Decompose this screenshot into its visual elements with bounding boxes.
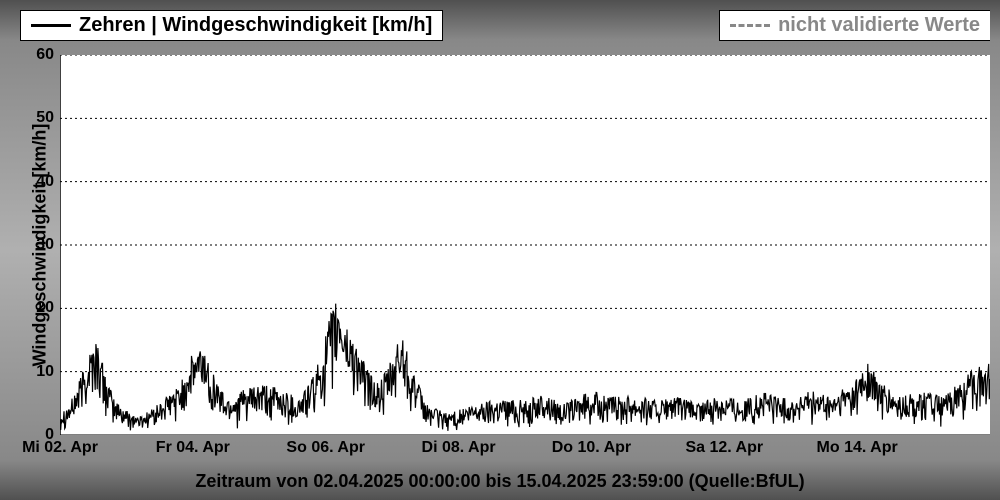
- legend-main: Zehren | Windgeschwindigkeit [km/h]: [20, 10, 443, 41]
- chart-caption: Zeitraum von 02.04.2025 00:00:00 bis 15.…: [0, 471, 1000, 492]
- legend-main-label: Zehren | Windgeschwindigkeit [km/h]: [79, 14, 432, 37]
- ytick-label: 20: [36, 299, 60, 317]
- xtick-label: Di 08. Apr: [422, 435, 496, 457]
- legend-line-icon: [31, 24, 71, 27]
- xtick-label: So 06. Apr: [286, 435, 365, 457]
- xtick-label: Mi 02. Apr: [22, 435, 98, 457]
- ytick-label: 10: [36, 363, 60, 381]
- ytick-label: 40: [36, 173, 60, 191]
- legend-aux: nicht validierte Werte: [719, 10, 990, 41]
- ytick-label: 30: [36, 236, 60, 254]
- xtick-label: Mo 14. Apr: [817, 435, 898, 457]
- legend-dash-icon: [730, 24, 770, 27]
- ytick-label: 60: [36, 46, 60, 64]
- wind-chart-svg: [60, 55, 990, 435]
- xtick-label: Do 10. Apr: [552, 435, 631, 457]
- xtick-label: Fr 04. Apr: [156, 435, 230, 457]
- xtick-label: Sa 12. Apr: [685, 435, 763, 457]
- ytick-label: 50: [36, 109, 60, 127]
- legend-aux-label: nicht validierte Werte: [778, 14, 980, 37]
- plot-area: Windgeschwindigkeit [km/h] 0102030405060…: [60, 55, 990, 435]
